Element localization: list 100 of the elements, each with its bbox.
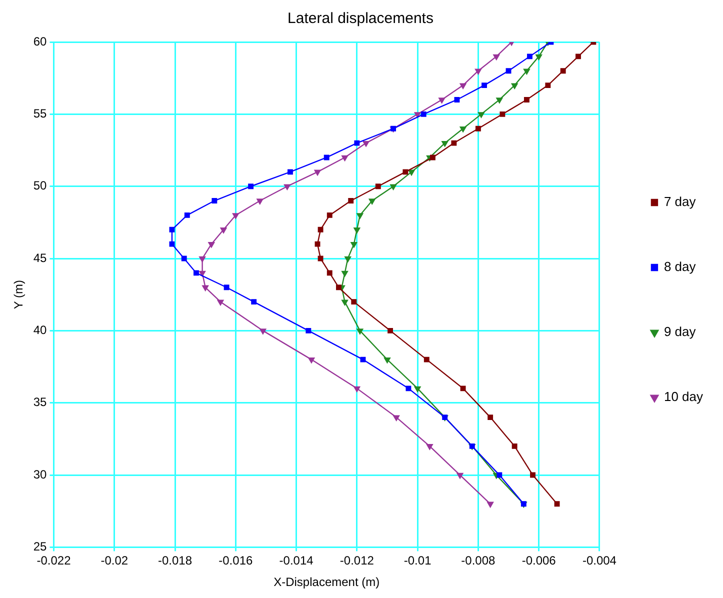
y-tick-label: 35 [33, 395, 48, 410]
point [324, 154, 330, 160]
point [220, 228, 227, 234]
point [251, 299, 257, 305]
point [362, 140, 370, 147]
point [408, 170, 415, 176]
point [326, 212, 332, 218]
point [342, 155, 348, 162]
point [506, 68, 512, 74]
point [426, 444, 433, 450]
point [336, 284, 342, 290]
point [356, 213, 364, 219]
chart-title: Lateral displacements [288, 10, 434, 28]
point [500, 111, 506, 117]
point [456, 472, 464, 479]
point [430, 154, 436, 160]
point [181, 256, 187, 262]
point [356, 328, 364, 334]
x-tick-label: -0.004 [582, 554, 617, 568]
point [375, 184, 381, 190]
point [451, 140, 457, 146]
x-tick-label: -0.014 [279, 554, 314, 568]
point [536, 54, 542, 60]
point [260, 328, 266, 334]
legend-label: 9 day [664, 324, 696, 340]
point [202, 285, 209, 291]
point [354, 228, 360, 234]
point [384, 357, 390, 364]
point [545, 82, 551, 88]
point [511, 83, 518, 89]
point [256, 198, 264, 204]
point [530, 472, 536, 478]
legend-label: 10 day [664, 389, 704, 404]
point [554, 501, 560, 507]
point [318, 226, 324, 232]
point [424, 356, 430, 362]
point [496, 98, 503, 104]
point [208, 242, 215, 248]
point [217, 300, 224, 306]
y-tick-label: 50 [33, 178, 48, 193]
point [368, 198, 376, 204]
y-tick-label: 45 [33, 250, 48, 265]
point [475, 126, 481, 132]
point [576, 54, 581, 60]
point [326, 270, 332, 276]
point [454, 97, 460, 102]
point [284, 184, 290, 190]
point [393, 415, 400, 421]
point [212, 198, 218, 204]
point [354, 386, 360, 392]
x-tick-label: -0.022 [36, 554, 72, 568]
point [388, 328, 393, 334]
point [248, 184, 254, 190]
x-tick-label: -0.012 [340, 554, 374, 568]
legend-label: 7 day [664, 194, 696, 210]
point [442, 140, 448, 147]
point [488, 414, 494, 420]
point [348, 198, 354, 204]
point [314, 170, 321, 176]
x-tick-label: -0.008 [461, 554, 496, 568]
point [438, 98, 446, 104]
point [460, 126, 466, 132]
point [350, 242, 358, 248]
point [169, 241, 175, 247]
point [420, 111, 426, 117]
point [460, 83, 466, 89]
y-tick-label: 25 [33, 540, 48, 554]
point [318, 256, 324, 262]
point [342, 300, 348, 306]
point [527, 54, 532, 60]
legend-label: 8 day [664, 259, 696, 274]
y-tick-label: 40 [33, 323, 48, 337]
point [414, 112, 421, 118]
point [199, 270, 206, 277]
point [306, 328, 312, 334]
point [512, 443, 518, 449]
point [351, 299, 357, 305]
y-tick-label: 60 [33, 34, 48, 48]
point [496, 472, 502, 478]
point [342, 270, 348, 277]
point [194, 270, 199, 276]
point [360, 356, 366, 362]
point [460, 386, 466, 392]
x-axis-title: X-Displacement (m) [274, 575, 380, 590]
point [308, 357, 315, 364]
point [344, 256, 352, 262]
point [169, 226, 175, 232]
x-tick-label: -0.018 [158, 554, 192, 568]
point [493, 54, 500, 60]
point [478, 112, 484, 118]
point [390, 184, 397, 190]
point [406, 386, 412, 392]
point [288, 169, 293, 175]
point [402, 169, 408, 175]
x-tick-label: -0.016 [218, 554, 253, 568]
point [224, 284, 230, 290]
point [199, 256, 206, 262]
x-tick-label: -0.02 [100, 554, 128, 568]
point [232, 213, 239, 219]
point [314, 241, 320, 247]
